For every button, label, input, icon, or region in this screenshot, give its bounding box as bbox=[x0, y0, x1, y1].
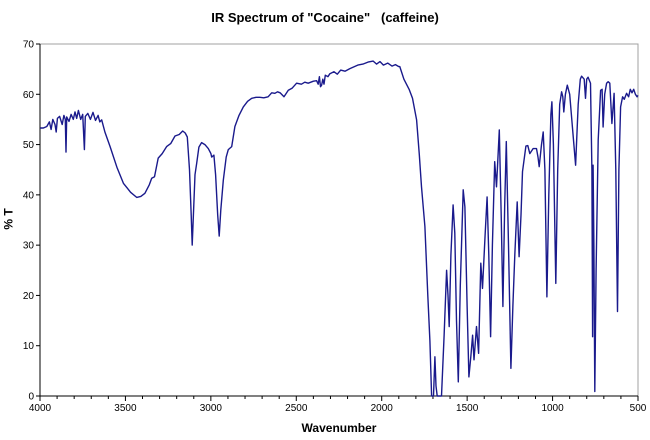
x-tick-label: 3000 bbox=[200, 403, 223, 414]
x-tick-label: 2500 bbox=[285, 403, 308, 414]
x-tick-label: 500 bbox=[630, 403, 647, 414]
y-tick-label: 10 bbox=[23, 341, 35, 352]
x-tick-label: 4000 bbox=[29, 403, 52, 414]
y-tick-label: 20 bbox=[23, 291, 35, 302]
x-axis-label: Wavenumber bbox=[301, 421, 377, 435]
x-tick-label: 2000 bbox=[371, 403, 394, 414]
x-tick-label: 1500 bbox=[456, 403, 479, 414]
x-tick-label: 1000 bbox=[541, 403, 564, 414]
spectrum-line bbox=[40, 60, 639, 397]
y-tick-label: 70 bbox=[23, 40, 35, 51]
y-tick-label: 50 bbox=[23, 140, 35, 151]
y-tick-label: 30 bbox=[23, 241, 35, 252]
x-tick-label: 3500 bbox=[114, 403, 137, 414]
chart-title: IR Spectrum of "Cocaine" (caffeine) bbox=[211, 10, 439, 25]
y-tick-label: 60 bbox=[23, 90, 35, 101]
y-tick-label: 40 bbox=[23, 190, 35, 201]
y-tick-label: 0 bbox=[28, 392, 34, 403]
